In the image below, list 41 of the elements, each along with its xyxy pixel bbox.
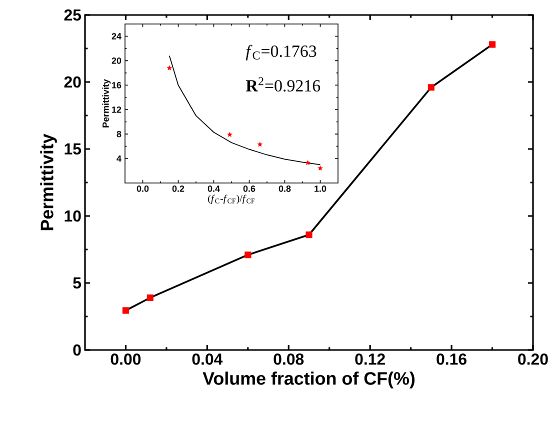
point <box>305 160 310 166</box>
y-tick-label: 5 <box>73 277 82 289</box>
annotation: f$_{C}$=0.1763 <box>246 44 316 60</box>
y-tick-label: 15 <box>64 143 82 155</box>
x-tick-label: 0.04 <box>192 354 223 365</box>
point <box>488 41 496 48</box>
x-axis-title: Volume fraction of CF(%) <box>202 372 415 388</box>
point <box>146 294 154 302</box>
x-tick-label: 0.8 <box>278 186 291 192</box>
y-tick-label: 8 <box>116 130 122 138</box>
y-tick-label: 20 <box>112 58 122 64</box>
x-tick-label: 0.16 <box>436 354 466 365</box>
x-tick-label: 0.20 <box>518 354 548 365</box>
point <box>306 231 312 238</box>
x-tick-label: 0.0 <box>136 186 149 192</box>
y-tick-label: 20 <box>64 76 81 88</box>
y-tick-label: 24 <box>112 33 122 40</box>
point <box>257 142 262 147</box>
y-tick-label: 4 <box>116 155 122 162</box>
text: (f$_{C}$-f$_{CF}$)/f$_{CF}$ <box>208 194 255 204</box>
annotation: R$^{2}$=0.9216 <box>246 77 320 92</box>
point <box>166 65 172 70</box>
y-tick-label: 16 <box>112 82 122 88</box>
x-tick-label: 0.12 <box>355 354 385 365</box>
y-tick-label: 25 <box>64 9 82 21</box>
y-axis-title: Permittivity <box>40 134 57 230</box>
y-tick-label: 12 <box>112 106 122 113</box>
y-axis-title: Permittivity <box>102 79 111 128</box>
point <box>122 307 130 314</box>
x-tick-label: 0.6 <box>243 186 256 192</box>
y-tick-label: 0 <box>73 344 81 356</box>
y-tick-label: 10 <box>64 210 81 222</box>
point <box>227 132 232 137</box>
x-tick-label: 0.2 <box>172 186 184 192</box>
x-tick-label: 0.08 <box>274 354 304 365</box>
x-tick-label: 0.4 <box>208 186 220 192</box>
point <box>318 166 323 171</box>
x-tick-label: 1.0 <box>314 186 326 192</box>
point <box>428 84 434 91</box>
point <box>244 252 252 258</box>
x-tick-label: 0.00 <box>110 354 141 365</box>
